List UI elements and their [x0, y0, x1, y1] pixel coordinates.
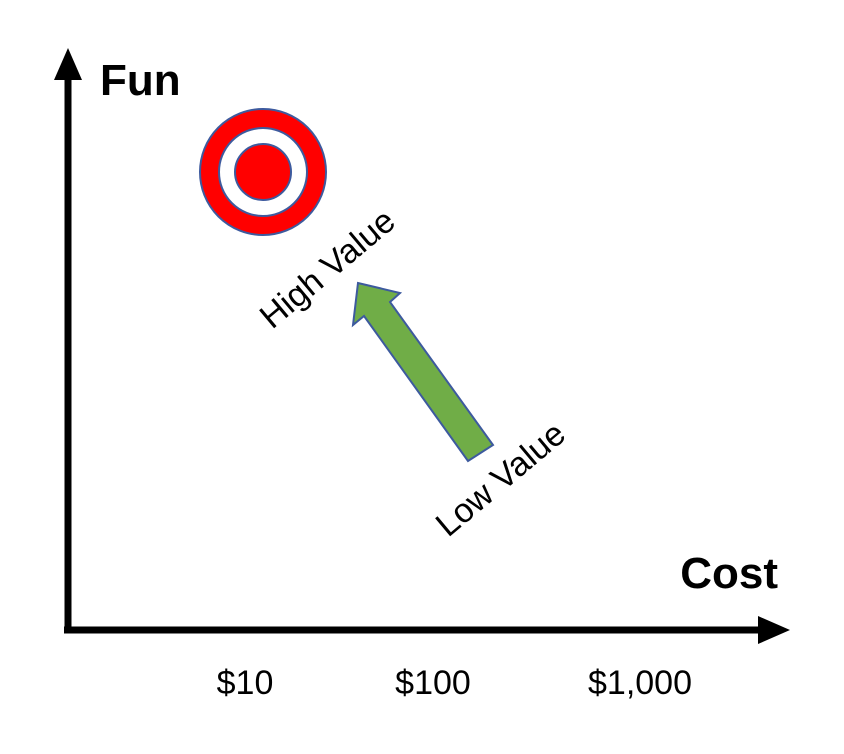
x-tick-label: $10 [217, 664, 274, 702]
x-tick-label: $100 [395, 664, 471, 702]
y-axis-arrowhead [54, 48, 82, 80]
y-axis-title: Fun [100, 56, 181, 105]
x-axis-arrowhead [758, 616, 790, 644]
target-icon [199, 108, 327, 236]
value-arrow-icon [351, 281, 495, 463]
x-tick-label: $1,000 [588, 664, 692, 702]
target-center [234, 143, 292, 201]
x-axis-title: Cost [680, 549, 778, 598]
